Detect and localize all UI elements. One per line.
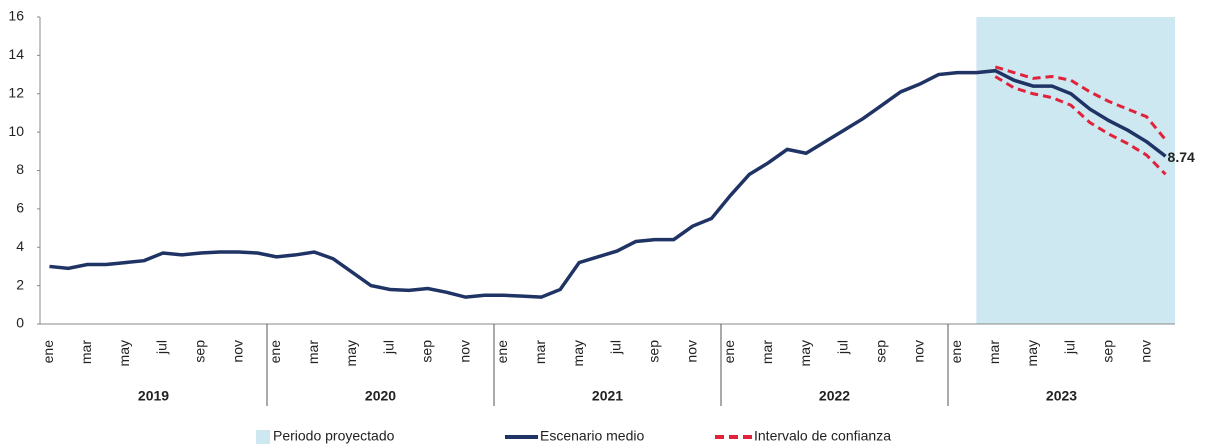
x-tick-label: ene bbox=[721, 340, 737, 364]
x-tick-label: mar bbox=[532, 340, 548, 364]
x-tick-label: jul bbox=[381, 340, 397, 355]
x-tick-label: nov bbox=[683, 340, 699, 363]
y-tick-label: 8 bbox=[16, 161, 24, 177]
projection-area bbox=[976, 17, 1175, 324]
series-line bbox=[49, 68, 1167, 299]
y-tick-label: 16 bbox=[8, 8, 24, 24]
x-tick-label: nov bbox=[910, 340, 926, 363]
legend-label: Periodo proyectado bbox=[273, 428, 395, 444]
year-label: 2021 bbox=[592, 388, 623, 404]
x-tick-label: jul bbox=[1062, 340, 1078, 355]
legend-label: Intervalo de confianza bbox=[754, 428, 891, 444]
x-tick-label: nov bbox=[229, 340, 245, 363]
legend-swatch bbox=[256, 430, 270, 444]
x-tick-label: ene bbox=[948, 340, 964, 364]
x-tick-label: sep bbox=[872, 340, 888, 363]
y-tick-label: 2 bbox=[16, 276, 24, 292]
x-tick-label: mar bbox=[759, 340, 775, 364]
x-tick-label: mar bbox=[78, 340, 94, 364]
x-tick-label: may bbox=[343, 340, 359, 366]
x-tick-label: mar bbox=[305, 340, 321, 364]
year-label: 2022 bbox=[819, 388, 850, 404]
x-tick-label: may bbox=[1024, 340, 1040, 366]
y-tick-label: 6 bbox=[16, 200, 24, 216]
y-tick-label: 4 bbox=[16, 238, 24, 254]
x-tick-label: sep bbox=[191, 340, 207, 363]
x-tick-label: ene bbox=[40, 340, 56, 364]
year-label: 2023 bbox=[1046, 388, 1077, 404]
x-tick-label: jul bbox=[154, 340, 170, 355]
x-tick-label: ene bbox=[494, 340, 510, 364]
x-tick-label: sep bbox=[418, 340, 434, 363]
x-tick-label: jul bbox=[608, 340, 624, 355]
y-tick-label: 14 bbox=[8, 46, 24, 62]
y-tick-label: 12 bbox=[8, 84, 24, 100]
confidence-lower bbox=[994, 75, 1167, 176]
x-tick-label: ene bbox=[267, 340, 283, 364]
x-tick-label: sep bbox=[645, 340, 661, 363]
x-tick-label: nov bbox=[1137, 340, 1153, 363]
x-tick-label: sep bbox=[1099, 340, 1115, 363]
x-tick-label: may bbox=[797, 340, 813, 366]
year-label: 2020 bbox=[365, 388, 396, 404]
legend-label: Escenario medio bbox=[540, 428, 644, 444]
x-tick-label: mar bbox=[986, 340, 1002, 364]
x-tick-label: may bbox=[570, 340, 586, 366]
confidence-upper bbox=[994, 65, 1167, 141]
x-tick-label: nov bbox=[456, 340, 472, 363]
x-tick-label: may bbox=[116, 340, 132, 366]
year-label: 2019 bbox=[138, 388, 169, 404]
x-tick-label: jul bbox=[835, 340, 851, 355]
y-tick-label: 10 bbox=[8, 123, 24, 139]
y-tick-label: 0 bbox=[16, 315, 24, 331]
data-label: 8.74 bbox=[1168, 149, 1195, 165]
